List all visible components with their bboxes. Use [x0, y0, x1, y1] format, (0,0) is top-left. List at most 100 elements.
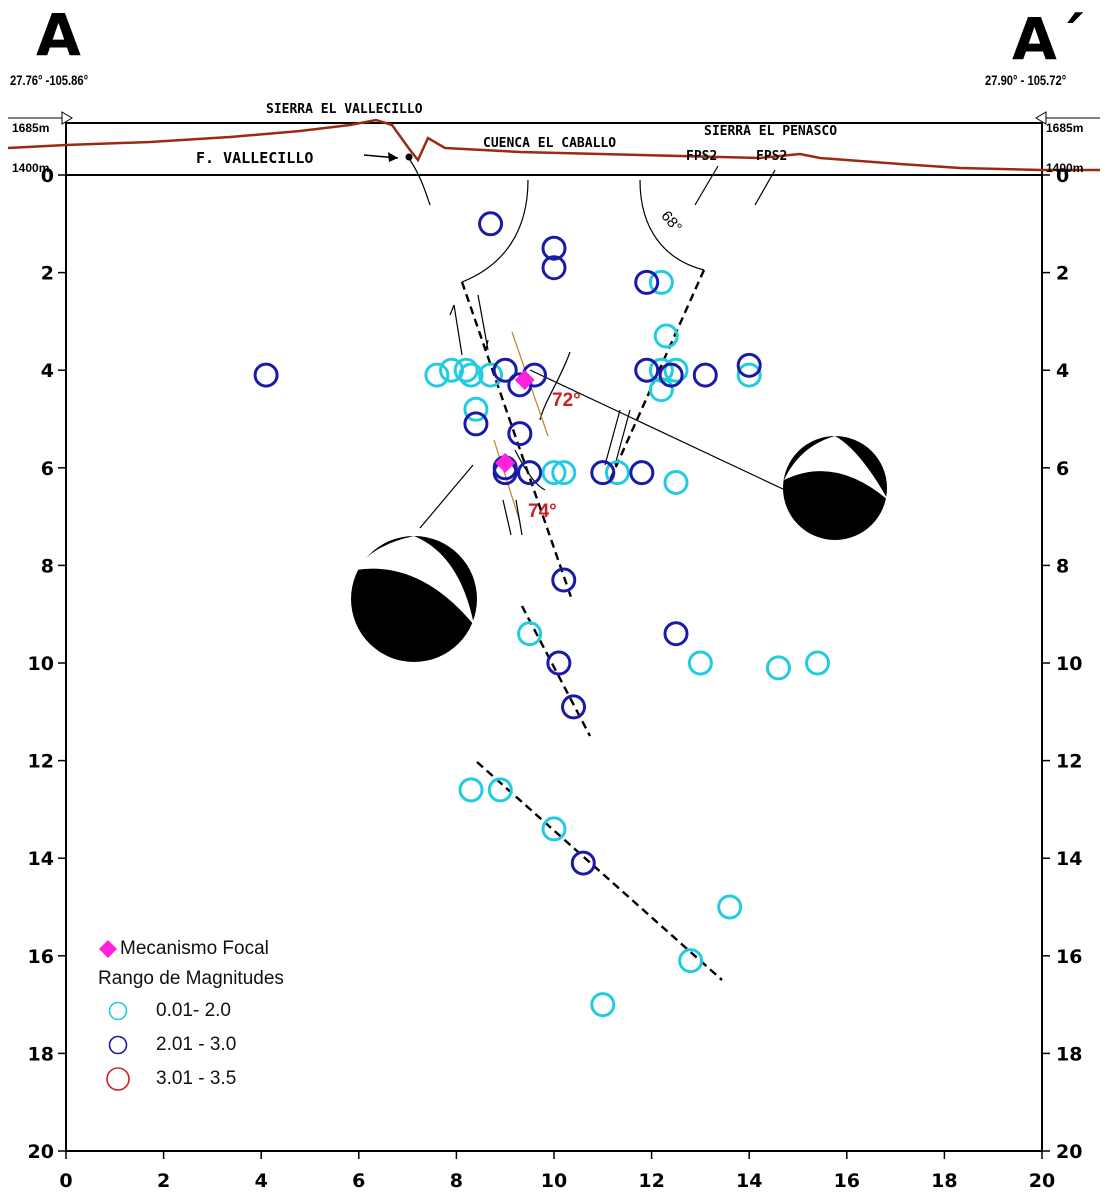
y-tick-label-right: 0 [1056, 165, 1069, 187]
hypocenter-point-series-1 [453, 357, 479, 383]
dip-label-68: 68° [657, 208, 685, 236]
start-coordinate: 27.76° -105.86° [10, 72, 89, 88]
x-tick-label: 8 [450, 1170, 463, 1192]
elevation-bottom-right: 1400m [1046, 161, 1083, 175]
hypocenter-point-series-2 [253, 362, 279, 388]
legend-item-1: 0.01- 2.0 [156, 1000, 231, 1021]
y-tick-label-right: 10 [1056, 653, 1082, 675]
fault-lines [409, 159, 776, 981]
red-circle-icon [98, 1066, 138, 1092]
y-tick-label-left: 6 [41, 458, 54, 480]
hypocenter-point-series-1 [765, 655, 791, 681]
hypocenter-point-series-2 [546, 650, 572, 676]
label-sierra-el-penasco: SIERRA EL PENASCO [704, 124, 837, 139]
x-tick-label: 0 [59, 1170, 72, 1192]
y-tick-label-left: 4 [41, 360, 54, 382]
x-tick-label: 10 [541, 1170, 567, 1192]
x-tick-label: 16 [834, 1170, 860, 1192]
label-f-vallecillo: F. VALLECILLO [196, 149, 313, 167]
y-tick-label-left: 14 [28, 848, 54, 870]
focal-mechanism-marker [514, 369, 535, 390]
y-tick-label-left: 2 [41, 263, 54, 285]
end-coordinate: 27.90° - 105.72° [985, 72, 1067, 88]
hypocenter-point-series-2 [463, 411, 489, 437]
hypocenter-point-series-1 [678, 948, 704, 974]
hypocenter-point-series-2 [590, 460, 616, 486]
y-tick-label-right: 4 [1056, 360, 1069, 382]
y-tick-label-right: 16 [1056, 946, 1082, 968]
cyan-circle-icon [98, 1000, 138, 1022]
hypocenter-point-series-1 [541, 460, 567, 486]
legend: Mecanismo Focal Rango de Magnitudes 0.01… [98, 934, 358, 1096]
hypocenter-point-series-2 [692, 362, 718, 388]
legend-range-title: Rango de Magnitudes [98, 968, 284, 989]
hypocenter-point-series-1 [458, 362, 484, 388]
y-tick-label-right: 18 [1056, 1043, 1082, 1065]
hypocenter-point-series-1 [487, 777, 513, 803]
blue-circle-icon [98, 1034, 138, 1056]
hypocenter-point-series-2 [736, 352, 762, 378]
hypocenter-point-series-1 [458, 777, 484, 803]
label-sierra-vallecillo: SIERRA EL VALLECILLO [266, 102, 423, 117]
focal-mechanism-icon [98, 939, 120, 959]
focal-mechanism-beachball-1 [783, 436, 888, 540]
label-fps2-2: FPS2 [756, 149, 787, 164]
elevation-top-right: 1685m [1046, 121, 1083, 135]
x-tick-label: 14 [736, 1170, 762, 1192]
x-tick-label: 18 [931, 1170, 957, 1192]
elevation-bottom-left: 1400m [12, 161, 49, 175]
hypocenter-point-series-1 [424, 362, 450, 388]
hypocenter-point-series-2 [561, 694, 587, 720]
hypocenter-point-series-2 [517, 460, 543, 486]
y-tick-label-left: 18 [28, 1043, 54, 1065]
hypocenter-point-series-1 [478, 362, 504, 388]
y-tick-label-right: 8 [1056, 555, 1069, 577]
hypocenter-point-series-2 [492, 357, 518, 383]
x-tick-label: 6 [352, 1170, 365, 1192]
hypocenter-point-series-1 [687, 650, 713, 676]
hypocenter-point-series-2 [629, 460, 655, 486]
legend-item-3: 3.01 - 3.5 [156, 1068, 237, 1089]
hypocenter-point-series-1 [663, 357, 689, 383]
hypocenter-point-series-2 [551, 567, 577, 593]
hypocenter-point-series-1 [541, 816, 567, 842]
legend-item-2: 2.01 - 3.0 [156, 1034, 237, 1055]
hypocenter-point-series-2 [541, 255, 567, 281]
label-fps2-1: FPS2 [686, 149, 717, 164]
hypocenter-point-series-1 [648, 269, 674, 295]
x-tick-label: 12 [638, 1170, 664, 1192]
hypocenter-point-series-1 [653, 323, 679, 349]
hypocenter-point-series-1 [663, 469, 689, 495]
dip-label-74: 74° [528, 501, 557, 522]
hypocenter-point-series-1 [604, 460, 630, 486]
x-tick-label: 4 [255, 1170, 268, 1192]
hypocenter-point-series-1 [463, 396, 489, 422]
y-tick-label-right: 6 [1056, 458, 1069, 480]
section-label-a-prime: A´ [1012, 5, 1086, 73]
focal-mechanism-beachball-2 [351, 536, 477, 662]
dip-label-72: 72° [552, 390, 581, 411]
y-tick-label-left: 20 [28, 1141, 54, 1163]
hypocenter-point-series-1 [736, 362, 762, 388]
hypocenter-point-series-2 [507, 421, 533, 447]
hypocenter-point-series-2 [634, 357, 660, 383]
hypocenter-point-series-1 [551, 460, 577, 486]
hypocenter-point-series-1 [590, 992, 616, 1018]
x-tick-label: 2 [157, 1170, 170, 1192]
hypocenter-point-series-2 [658, 362, 684, 388]
hypocenter-point-series-2 [634, 269, 660, 295]
hypocenter-point-series-1 [805, 650, 831, 676]
hypocenter-point-series-1 [517, 621, 543, 647]
hypocenter-point-series-2 [478, 211, 504, 237]
hypocenter-point-series-1 [717, 894, 743, 920]
focal-mechanism-marker [495, 452, 516, 473]
hypocenter-point-series-2 [570, 850, 596, 876]
topographic-profile: 1685m 1400m 1685m 1400m SIERRA EL VALLEC… [7, 102, 1100, 176]
section-label-a: A [36, 1, 81, 69]
y-tick-label-right: 20 [1056, 1141, 1082, 1163]
hypocenter-point-series-2 [663, 621, 689, 647]
y-tick-label-left: 10 [28, 653, 54, 675]
y-tick-label-left: 0 [41, 165, 54, 187]
legend-focal-label: Mecanismo Focal [120, 938, 269, 959]
